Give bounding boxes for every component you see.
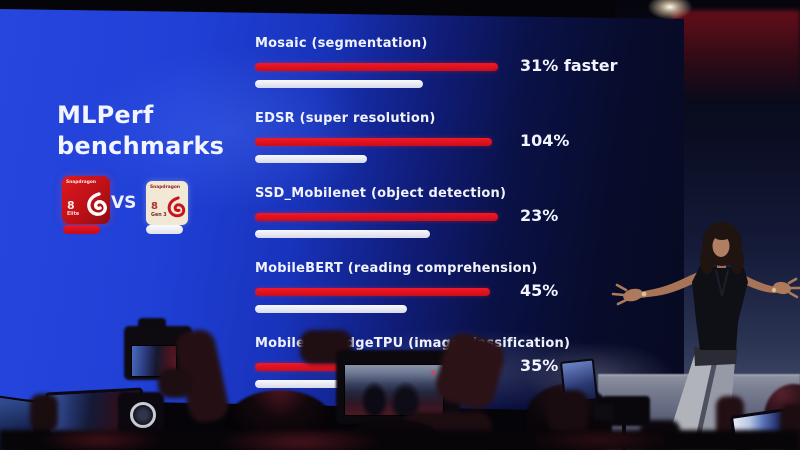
benchmark-label: SSD_Mobilenet (object detection) [255,186,507,201]
legend-key-elite [63,225,100,234]
audience-hand [548,390,588,434]
snapdragon-flame-icon [167,196,186,218]
versus-label: VS [111,193,137,213]
chip-brand-label: Snapdragon [150,184,181,189]
tripod-camera-lens [594,404,614,420]
benchmark-value: 23% [520,206,559,225]
chip-tier-label: 8 [67,199,75,212]
bar-gen3 [255,155,367,163]
benchmark-value: 35% [520,356,559,375]
chip-brand-label: Snapdragon [66,179,97,184]
red-stage-lighting-band [672,10,800,102]
snapdragon-8-gen3-badge: Snapdragon 8 Gen 3 [146,181,188,225]
chip-tier-label: 8 [151,201,158,212]
benchmark-label: MobileBERT (reading comprehension) [255,261,538,276]
presenter-head [700,222,744,274]
slide-title: MLPerf benchmarks [57,100,224,162]
compact-camera-screen [344,364,444,416]
audience-shoulders-strip [0,430,800,450]
camera-lens [130,402,156,428]
presenter-trousers [668,347,738,442]
benchmark-label: Mosaic (segmentation) [255,36,428,51]
bar-gen3 [255,380,405,388]
snapdragon-flame-icon [87,192,107,216]
bracelet [771,287,777,293]
benchmark-value: 104% [520,131,570,150]
bar-elite [255,138,492,146]
benchmark-value: 31% faster [520,56,618,75]
bar-elite [255,213,498,221]
bar-gen3 [255,80,423,88]
legend-key-gen3 [146,225,183,234]
snapdragon-8-elite-badge: Snapdragon 8 Elite [62,176,110,224]
benchmark-value: 45% [520,281,559,300]
bar-elite [255,288,490,296]
audience-hand [30,394,58,432]
bar-gen3 [255,305,407,313]
chip-model-label: Gen 3 [151,212,167,218]
presenter-top [692,266,748,350]
audience-hand [158,368,192,398]
bar-elite [255,63,498,71]
bracelet [641,291,647,297]
presenter [611,222,800,449]
slide-title-line2: benchmarks [57,132,225,160]
neckline [715,269,729,297]
chip-model-label: Elite [67,211,80,217]
benchmark-label: EDSR (super resolution) [255,111,436,126]
presenter-arms [611,272,800,306]
slide-title-line1: MLPerf [57,101,154,129]
bar-gen3 [255,230,430,238]
